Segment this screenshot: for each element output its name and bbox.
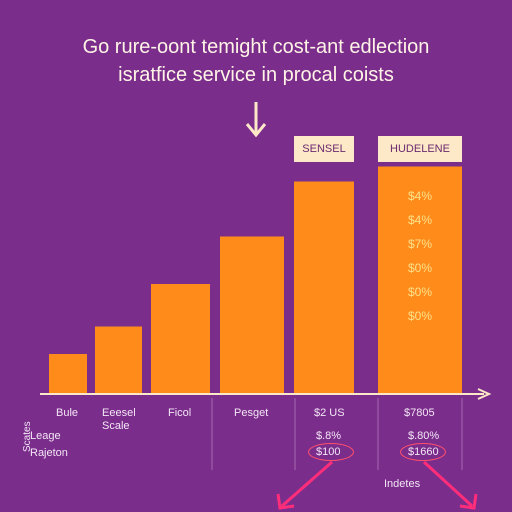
bar <box>220 236 284 394</box>
column-header: HUDELENE <box>378 136 462 162</box>
bar <box>378 166 462 394</box>
bar <box>151 284 210 394</box>
column-header: SENSEL <box>294 136 354 162</box>
chart-title: Go rure-oont temight cost-ant edlection <box>82 36 430 58</box>
bar-value-label: $0% <box>408 261 433 275</box>
table-cell: $7805 <box>404 407 435 419</box>
chart-subtitle: isratfice service in procal coists <box>118 64 394 86</box>
highlight-circle <box>400 443 446 461</box>
table-cell: $.8% <box>316 430 342 442</box>
x-axis <box>40 388 492 400</box>
pointer-arrow-icon <box>276 460 333 510</box>
bar <box>95 326 142 394</box>
pointer-arrow-icon <box>422 460 478 510</box>
highlight-circle <box>308 443 354 461</box>
table-row-label: Rajeton <box>30 447 68 459</box>
bar <box>49 354 87 394</box>
footnote: Indetes <box>384 478 421 490</box>
table-row-label: Leage <box>30 430 61 442</box>
bar-value-label: $4% <box>408 189 433 203</box>
table-cell: $2 US <box>314 407 345 419</box>
down-arrow-icon <box>245 102 267 138</box>
category-label: Pesget <box>234 407 269 419</box>
category-label: Bule <box>56 407 79 419</box>
category-label: Ficol <box>168 407 192 419</box>
bar-value-label: $0% <box>408 309 433 323</box>
table-cell: $.80% <box>408 430 440 442</box>
bar-value-label: $7% <box>408 237 433 251</box>
category-label: Eeesel Scale <box>102 407 136 432</box>
bar-value-label: $4% <box>408 213 433 227</box>
bar-value-label: $0% <box>408 285 433 299</box>
bar <box>294 181 354 394</box>
table-grid <box>211 398 463 470</box>
